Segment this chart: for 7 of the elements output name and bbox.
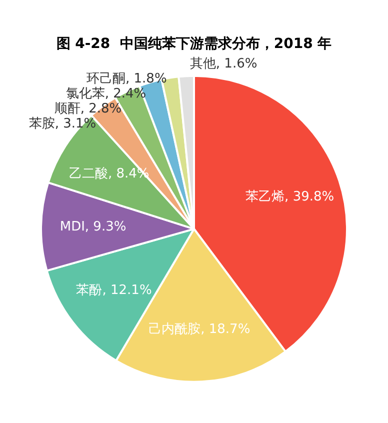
slice-label: 其他, 1.6% [190, 56, 258, 72]
slice-label: 苯乙烯, 39.8% [246, 189, 334, 204]
slice-label: 环己酮, 1.8% [86, 71, 167, 86]
slice-label: 苯酚, 12.1% [76, 282, 152, 298]
chart-title: 图 4-28 中国纯苯下游需求分布，2018 年 [56, 36, 332, 52]
slice-label: 己内酰胺, 18.7% [148, 322, 250, 338]
slice-label: MDI, 9.3% [60, 220, 126, 235]
